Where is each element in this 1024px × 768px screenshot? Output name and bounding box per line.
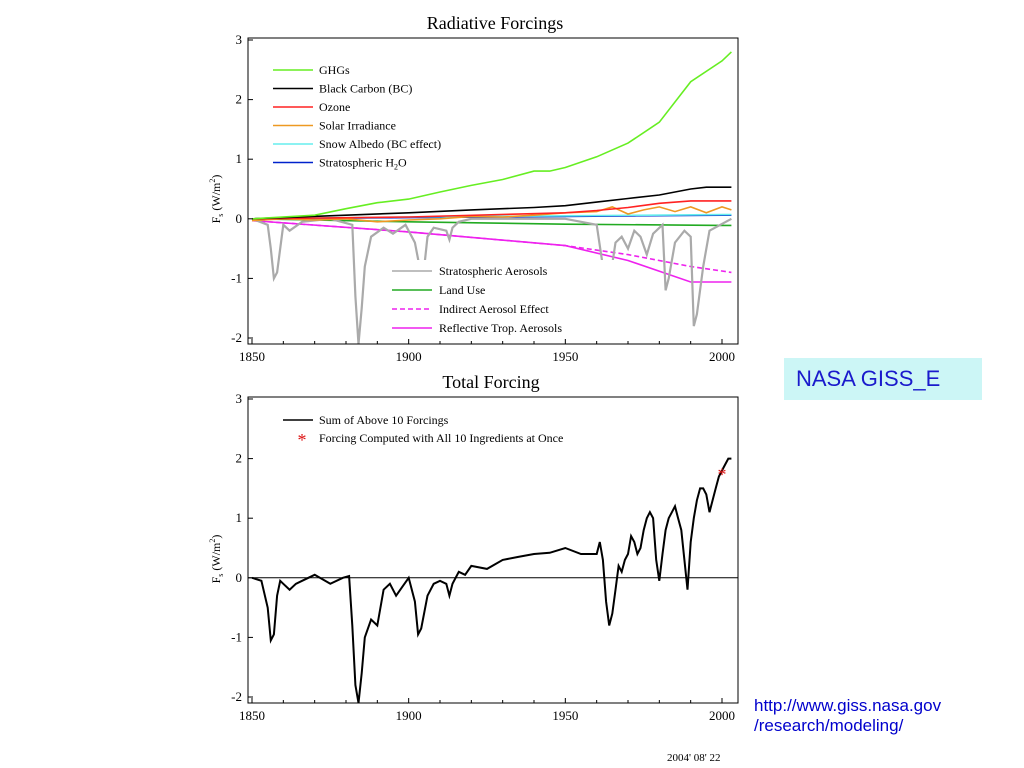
star-marker: * — [718, 465, 727, 485]
legend-label: Black Carbon (BC) — [319, 82, 412, 96]
y-tick-label: -2 — [231, 689, 242, 704]
x-tick-label: 1850 — [239, 349, 265, 364]
legend-star-marker: * — [298, 430, 307, 450]
y-tick-label: -1 — [231, 629, 242, 644]
y-tick-label: -2 — [231, 330, 242, 345]
chart-total-forcing: Total Forcing * 1850 1900 1950 2000 3 2 1 0 -1 -2… — [208, 372, 739, 723]
x-tick-label: 1850 — [239, 708, 265, 723]
x-tick-label: 1950 — [552, 708, 578, 723]
series-line-sum-of-forcings — [251, 457, 732, 704]
legend-label: Stratospheric H2O — [319, 156, 407, 172]
y-tick-label: 3 — [236, 391, 243, 406]
source-link-line1[interactable]: http://www.giss.nasa.gov — [754, 696, 942, 715]
legend-label: Forcing Computed with All 10 Ingredients… — [319, 431, 563, 445]
y-tick-label: -1 — [231, 270, 242, 285]
source-link[interactable]: http://www.giss.nasa.gov /research/model… — [754, 696, 941, 736]
legend-label: Stratospheric Aerosols — [439, 264, 548, 278]
source-link-line2[interactable]: /research/modeling/ — [754, 716, 904, 735]
series-line-stratospheric-aerosols — [251, 217, 732, 345]
legend-label: Reflective Trop. Aerosols — [439, 321, 562, 335]
legend-background — [388, 260, 618, 338]
series-line-indirect-aerosol-effect — [251, 219, 732, 274]
svg-text:Fs (W/m2): Fs (W/m2) — [208, 175, 225, 224]
legend-label: Indirect Aerosol Effect — [439, 302, 549, 316]
date-stamp: 2004' 08' 22 — [667, 752, 721, 764]
y-tick-label: 2 — [236, 451, 243, 466]
plot-frame — [247, 37, 739, 345]
legend-label: Snow Albedo (BC effect) — [319, 137, 441, 151]
legend-label: Land Use — [439, 283, 485, 297]
model-badge: NASA GISS_E — [784, 358, 982, 400]
chart-title: Radiative Forcings — [427, 13, 563, 33]
x-tick-label: 1950 — [552, 349, 578, 364]
y-tick-label: 3 — [236, 32, 243, 47]
legend-label: Sum of Above 10 Forcings — [319, 413, 449, 427]
x-tick-label: 2000 — [709, 349, 735, 364]
chart-radiative-forcings: Radiative Forcings 1850 1900 1950 2000 3 2 1 0 -… — [208, 13, 739, 364]
legend-label: Solar Irradiance — [319, 119, 396, 133]
y-tick-label: 1 — [236, 510, 243, 525]
legend-label: Ozone — [319, 100, 350, 114]
chart-title: Total Forcing — [442, 372, 539, 392]
x-tick-label: 1900 — [396, 349, 422, 364]
y-tick-label: 2 — [236, 92, 243, 107]
series-line-land-use — [251, 218, 732, 227]
y-tick-label: 1 — [236, 151, 243, 166]
y-tick-label: 0 — [236, 570, 243, 585]
legend-label: GHGs — [319, 63, 350, 77]
svg-text:Fs (W/m2): Fs (W/m2) — [208, 535, 225, 584]
x-tick-label: 1900 — [396, 708, 422, 723]
series-line-ozone — [251, 200, 732, 220]
plot-frame — [247, 396, 739, 704]
y-axis-label: Fs (W/m2) — [208, 175, 225, 224]
series-line-ghgs — [251, 51, 732, 220]
series-line-black-carbon-bc — [251, 186, 732, 220]
y-tick-label: 0 — [236, 211, 243, 226]
y-axis-label: Fs (W/m2) — [208, 535, 225, 584]
x-tick-label: 2000 — [709, 708, 735, 723]
